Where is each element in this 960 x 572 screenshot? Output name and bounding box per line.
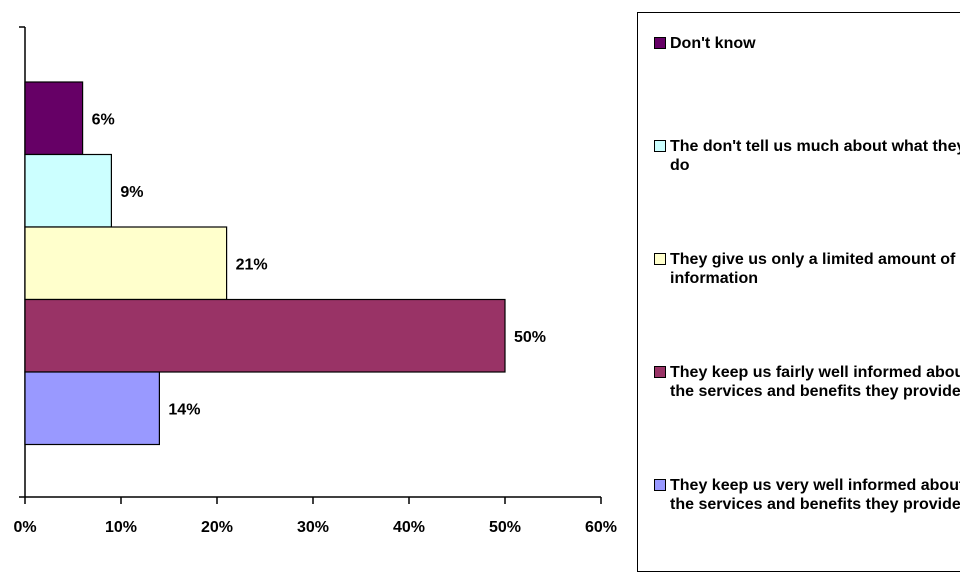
bar-value-label: 6% — [92, 111, 115, 128]
legend-item: The don't tell us much about what they d… — [654, 137, 960, 175]
bar — [24, 298, 506, 373]
legend-swatch — [654, 479, 666, 491]
chart-data-labels: 6% 9% 21% 50% 14% — [92, 111, 546, 418]
bar-chart: 6% 9% 21% 50% 14% 0% 10% 20% 30% 40% 50% 60% — [13, 26, 617, 536]
legend-item: They keep us fairly well informed about … — [654, 363, 960, 401]
bar-value-label: 14% — [168, 401, 200, 418]
x-tick-label: 60% — [585, 519, 617, 536]
legend-label: Don't know — [670, 35, 756, 52]
legend: Don't know The don't tell us much about w… — [637, 12, 960, 572]
bar — [24, 81, 84, 156]
chart-x-ticks: 0% 10% 20% 30% 40% 50% 60% — [13, 497, 617, 536]
bar-value-label: 50% — [514, 329, 546, 346]
x-tick-label: 10% — [105, 519, 137, 536]
chart-bars — [24, 81, 506, 446]
legend-swatch — [654, 140, 666, 152]
bar-value-label: 9% — [120, 184, 143, 201]
x-tick-label: 30% — [297, 519, 329, 536]
x-tick-label: 50% — [489, 519, 521, 536]
legend-swatch — [654, 253, 666, 265]
bar — [24, 153, 113, 228]
x-tick-label: 20% — [201, 519, 233, 536]
legend-swatch — [654, 37, 666, 49]
legend-item: They keep us very well informed about th… — [654, 476, 960, 514]
bar — [24, 226, 228, 301]
legend-label: The don't tell us much about what they d… — [670, 138, 960, 174]
legend-label: They keep us very well informed about th… — [670, 477, 960, 513]
legend-item: Don't know — [654, 34, 960, 53]
legend-label: They give us only a limited amount of in… — [670, 251, 956, 287]
legend-item: They give us only a limited amount of in… — [654, 250, 960, 288]
bar-value-label: 21% — [236, 256, 268, 273]
x-tick-label: 40% — [393, 519, 425, 536]
legend-label: They keep us fairly well informed about … — [670, 364, 960, 400]
bar — [24, 371, 160, 446]
x-tick-label: 0% — [13, 519, 36, 536]
legend-swatch — [654, 366, 666, 378]
